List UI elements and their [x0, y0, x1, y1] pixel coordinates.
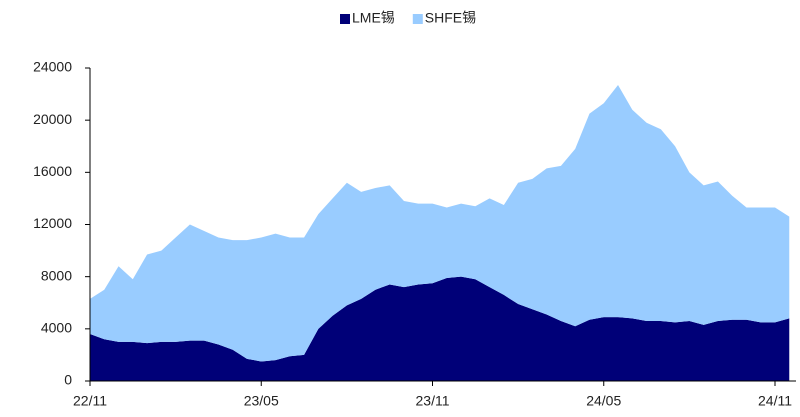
x-tick-label: 23/11	[416, 393, 450, 409]
y-tick-label: 0	[64, 372, 72, 388]
y-tick-label: 16000	[33, 163, 72, 179]
legend-label: SHFE锡	[425, 10, 476, 26]
y-tick-label: 12000	[33, 215, 72, 231]
x-tick-label: 24/05	[586, 393, 621, 409]
legend-label: LME锡	[352, 10, 395, 26]
x-tick-label: 22/11	[73, 393, 107, 409]
y-tick-label: 20000	[33, 111, 72, 127]
x-tick-label: 23/05	[244, 393, 279, 409]
x-tick-label: 24/11	[758, 393, 792, 409]
y-tick-label: 24000	[33, 59, 72, 75]
legend-swatch	[340, 14, 350, 24]
y-tick-label: 8000	[41, 267, 72, 283]
area	[90, 84, 790, 362]
legend-swatch	[412, 14, 423, 24]
area	[90, 276, 790, 381]
y-tick-label: 4000	[41, 320, 72, 336]
